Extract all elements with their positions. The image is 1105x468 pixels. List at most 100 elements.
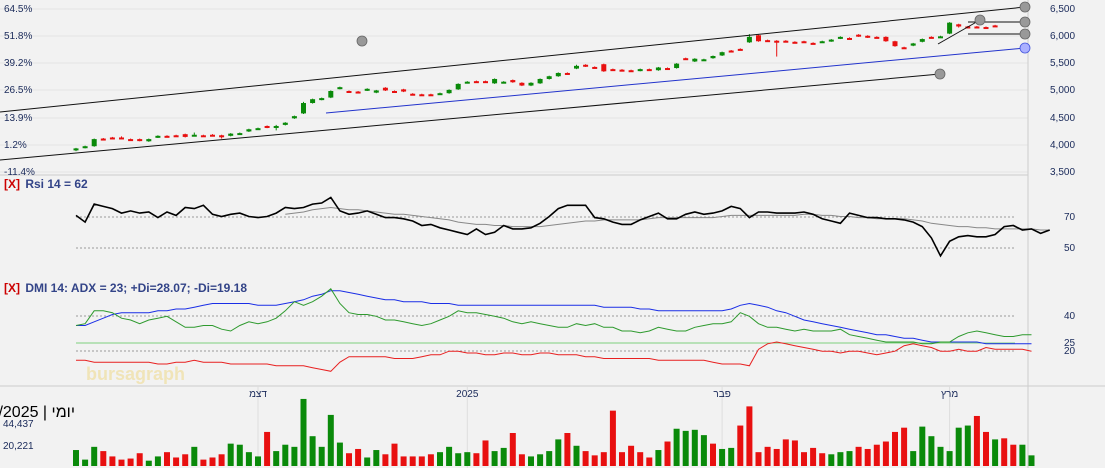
rsi-close-button[interactable]: [X]: [4, 177, 20, 191]
volume-tick: 44,437: [3, 419, 34, 430]
candle-body: [683, 58, 689, 61]
candle: [810, 42, 816, 45]
candle-body: [956, 24, 962, 27]
volume-bar: [955, 427, 962, 466]
volume-bar: [910, 451, 917, 466]
volume-bar: [136, 453, 143, 466]
volume-bar: [91, 446, 98, 466]
volume-bar: [264, 431, 271, 466]
price-right-tick: 3,500: [1050, 167, 1075, 178]
candle: [437, 92, 443, 96]
candle: [737, 48, 743, 51]
drag-handle: [1019, 1, 1031, 13]
candle-body: [883, 36, 889, 42]
price-left-tick: 1.2%: [4, 140, 27, 151]
price-left-tick: -11.4%: [4, 167, 35, 178]
volume-bar: [609, 410, 616, 466]
candle: [837, 36, 843, 40]
dmi-close-button[interactable]: [X]: [4, 281, 20, 295]
candle-body: [519, 82, 525, 86]
candle: [610, 68, 616, 72]
candle: [592, 66, 598, 69]
candle-body: [983, 27, 989, 30]
rsi-title-label[interactable]: [X] Rsi 14 = 62: [4, 177, 88, 191]
volume-bar: [628, 445, 635, 466]
candle: [938, 35, 943, 39]
candle-body: [191, 134, 197, 137]
volume-bar: [336, 442, 343, 466]
volume-bar: [518, 454, 525, 466]
candle: [774, 40, 780, 57]
volume-bar: [801, 452, 807, 466]
volume-bar: [901, 427, 908, 466]
price-left-tick: 13.9%: [4, 113, 32, 124]
volume-bar: [819, 453, 826, 466]
candle: [892, 40, 898, 47]
candle: [646, 68, 652, 72]
candle: [364, 88, 370, 91]
candle: [510, 79, 516, 83]
volume-bar: [346, 453, 352, 466]
candle-body: [219, 135, 225, 138]
candle-body: [410, 93, 416, 96]
volume-bar: [873, 444, 880, 466]
volume-bar: [200, 459, 207, 466]
candle-body: [665, 68, 670, 71]
candle-body: [992, 25, 998, 28]
candle-body: [856, 34, 862, 37]
candle: [355, 91, 361, 94]
drag-handle: [1019, 28, 1031, 40]
candle-body: [901, 47, 907, 50]
dmi-panel: [75, 288, 1032, 372]
volume-bar: [791, 440, 798, 466]
price-left-tick: 39.2%: [4, 58, 32, 69]
candle: [100, 138, 106, 141]
candle-body: [756, 35, 761, 42]
candle: [237, 132, 243, 136]
candle-body: [601, 64, 607, 72]
candle: [719, 51, 725, 57]
volume-bar: [919, 426, 926, 466]
volume-bar: [273, 451, 280, 466]
volume-bar: [73, 450, 79, 466]
volume-bar: [300, 398, 307, 466]
volume-bar: [236, 444, 243, 466]
candle: [856, 34, 862, 37]
dmi-plusdi-line: [75, 288, 1032, 345]
candle: [392, 90, 397, 93]
candle: [992, 24, 998, 28]
candle: [974, 25, 980, 29]
candle-body: [928, 36, 934, 39]
candle: [319, 97, 325, 101]
candle-body: [437, 93, 443, 96]
candle: [819, 40, 825, 44]
candle-body: [501, 81, 507, 84]
volume-bar: [546, 451, 553, 466]
dmi-title-label[interactable]: [X] DMI 14: ADX = 23; +Di=28.07; -Di=19.…: [4, 281, 247, 295]
candle-body: [819, 41, 825, 44]
volume-bar: [782, 439, 789, 466]
candle-body: [464, 81, 470, 84]
volume-bar: [537, 454, 544, 466]
candle-body: [974, 26, 980, 29]
candle: [455, 83, 461, 90]
volume-bar: [227, 443, 234, 466]
candle: [674, 63, 680, 69]
candle: [692, 58, 698, 63]
volume-bar: [355, 448, 362, 466]
candle-body: [483, 81, 488, 84]
volume-bar: [655, 450, 662, 466]
candle-body: [837, 36, 843, 39]
volume-bar: [746, 406, 753, 466]
candle: [828, 39, 834, 42]
candle-body: [701, 59, 707, 62]
candle: [928, 36, 934, 39]
rsi-tick: 70: [1064, 212, 1076, 223]
channel-lower-line: [0, 73, 941, 161]
candle: [655, 66, 661, 71]
volume-bar: [728, 447, 735, 466]
candle: [728, 50, 734, 53]
price-right-tick: 6,000: [1050, 31, 1075, 42]
price-left-tick: 26.5%: [4, 85, 32, 96]
candle: [219, 134, 225, 139]
